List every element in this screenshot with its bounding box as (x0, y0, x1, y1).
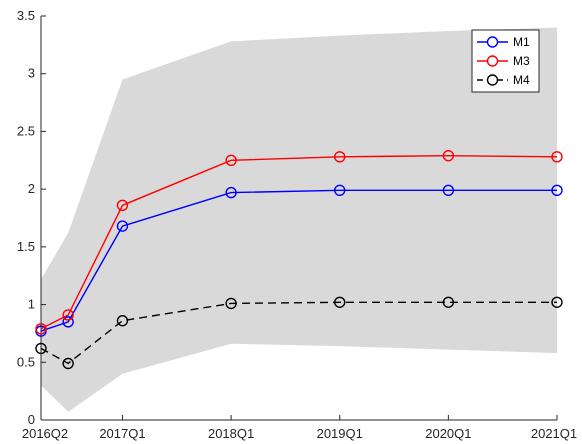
series-lines (35, 149, 563, 370)
data-point (62, 357, 74, 370)
data-point (551, 296, 563, 308)
data-point (116, 220, 129, 232)
data-point (225, 186, 237, 199)
legend-label: M3 (513, 54, 530, 68)
legend-entry-m3: M3 (477, 54, 530, 68)
series-m3 (35, 149, 563, 335)
confidence-band (41, 27, 557, 412)
legend-marker (486, 74, 499, 86)
legend-entry-m1: M1 (477, 35, 530, 49)
data-point (551, 151, 563, 163)
data-point (35, 342, 47, 355)
data-point (442, 296, 455, 308)
series-m1 (35, 184, 563, 337)
data-point (116, 315, 129, 327)
data-point (334, 184, 346, 196)
series-line (40, 301, 557, 365)
y-tick-label: 2 (28, 181, 35, 196)
y-tick-label: 0.5 (17, 354, 35, 369)
x-tick-label: 2018Q1 (208, 426, 254, 441)
legend-marker (486, 36, 499, 48)
y-tick-label: 0 (28, 412, 35, 427)
y-tick-label: 1.5 (17, 239, 35, 254)
axes: 0 0.5 1 1.5 2 2.5 3 3.5 2016Q2 2017Q1 2018Q1 2019Q1… (17, 8, 577, 441)
y-tick-label: 3 (28, 66, 35, 81)
data-point (442, 184, 455, 196)
data-point (116, 199, 129, 212)
x-tick-label: 2017Q1 (99, 426, 145, 441)
data-point (334, 296, 346, 308)
x-tick-label: 2020Q1 (425, 426, 471, 441)
x-tick-label: 2016Q2 (22, 426, 68, 441)
data-point (334, 151, 346, 163)
legend: M1 M3 M4 (471, 29, 540, 93)
data-point (551, 184, 563, 196)
band-area (41, 27, 557, 412)
legend-label: M1 (513, 35, 530, 49)
x-tick-label: 2019Q1 (317, 426, 363, 441)
legend-entry-m4: M4 (477, 73, 530, 87)
y-tick-label: 2.5 (17, 123, 35, 138)
data-point (62, 316, 74, 328)
y-tick-label: 3.5 (17, 8, 35, 23)
x-tick-label: 2021Q1 (531, 426, 577, 441)
legend-label: M4 (513, 73, 530, 87)
data-point (62, 309, 74, 321)
legend-marker (486, 55, 499, 67)
y-tick-label: 1 (28, 297, 35, 312)
series-line (40, 189, 557, 332)
data-point (225, 297, 237, 310)
data-point (35, 323, 47, 335)
series-m4 (35, 296, 563, 370)
data-point (225, 154, 237, 166)
data-point (442, 149, 455, 162)
series-line (40, 154, 558, 330)
